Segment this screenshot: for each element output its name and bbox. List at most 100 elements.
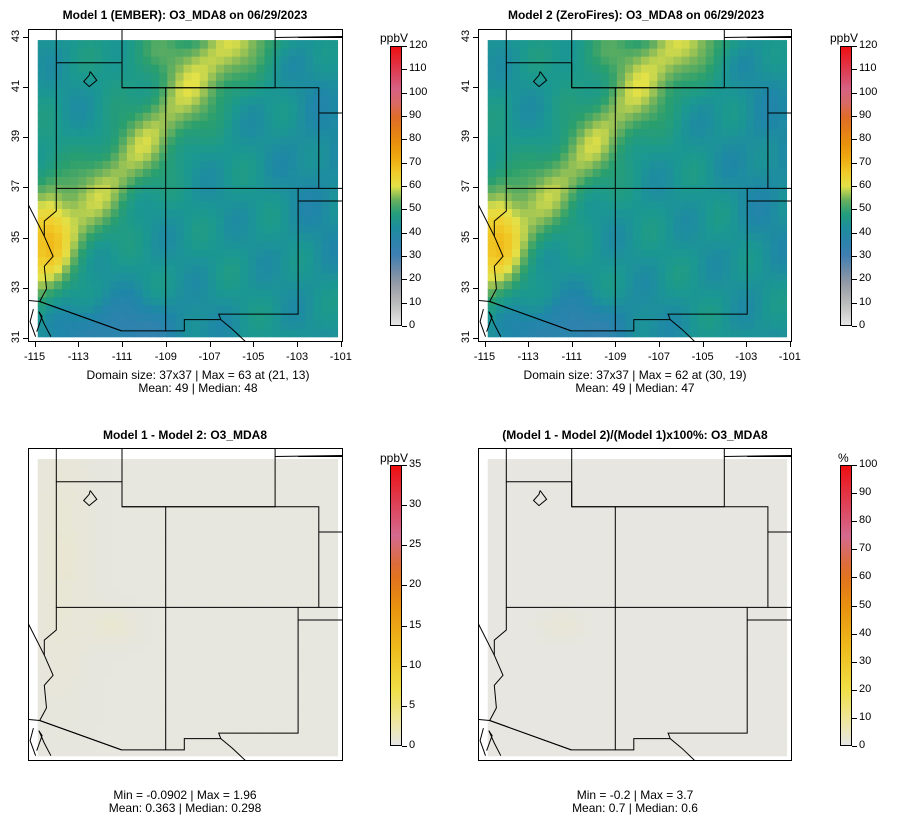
panel3-grid-cell	[288, 619, 298, 629]
panel4-grid-cell	[608, 499, 618, 508]
panel2-grid-cell	[762, 136, 771, 145]
panel1-grid-cell	[70, 328, 79, 338]
panel2-grid-cell	[536, 128, 545, 137]
panel3-grid-cell	[272, 635, 282, 645]
panel4-grid-cell	[576, 467, 586, 476]
panel2-grid-cell	[697, 56, 707, 65]
panel3-grid-cell	[94, 547, 104, 556]
panel1-grid-cell	[232, 272, 241, 282]
panel3-grid-cell	[37, 571, 47, 580]
panel3-grid-cell	[272, 659, 282, 669]
panel2-grid-cell	[754, 80, 763, 89]
panel2-grid-cell	[568, 320, 578, 330]
panel4-grid-cell	[633, 587, 642, 596]
panel3-grid-cell	[305, 547, 314, 556]
panel1-grid-cell	[224, 216, 233, 226]
panel1-grid-cell	[86, 88, 96, 97]
panel2-grid-cell	[746, 248, 755, 258]
panel1-grid-cell	[94, 232, 104, 242]
panel1-grid-cell	[272, 128, 282, 137]
panel2-grid-cell	[681, 264, 691, 274]
panel2-grid-cell	[584, 80, 594, 89]
panel2-grid-cell	[584, 136, 594, 145]
panel3-grid-cell	[159, 523, 168, 532]
panel2-grid-cell	[560, 104, 570, 113]
panel2-grid-cell	[520, 112, 529, 121]
panel1-grid-cell	[329, 256, 339, 266]
panel1-grid-cell	[329, 96, 339, 105]
panel4-grid-cell	[511, 483, 521, 492]
panel1-grid-cell	[86, 144, 96, 153]
panel3-grid-cell	[199, 459, 209, 468]
panel1-grid-cell	[199, 200, 209, 210]
panel4-grid-cell	[487, 635, 497, 645]
panel1-grid-cell	[70, 72, 79, 81]
panel3-grid-cell	[191, 483, 201, 492]
panel2-grid-cell	[673, 192, 683, 202]
panel2-grid-cell	[738, 104, 747, 113]
panel1-grid-cell	[280, 80, 290, 89]
panel2-grid-cell	[754, 216, 763, 226]
panel2-grid-cell	[713, 272, 723, 282]
panel3-grid-cell	[199, 619, 209, 629]
panel1-grid-cell	[110, 144, 120, 153]
panel2-grid-cell	[649, 112, 658, 121]
panel1-grid-cell	[224, 248, 233, 258]
panel2-grid-cell	[560, 96, 570, 105]
panel1-grid-cell	[70, 160, 79, 169]
panel4-grid-cell	[649, 475, 658, 484]
panel2-grid-cell	[511, 176, 521, 185]
panel1-grid-cell	[305, 200, 314, 210]
panel1-grid-cell	[110, 240, 120, 250]
panel3-grid-cell	[264, 467, 274, 476]
panel2-grid-cell	[746, 240, 755, 250]
panel4-grid-cell	[576, 707, 586, 717]
panel2-grid-cell	[673, 328, 683, 338]
panel2-grid-cell	[705, 96, 715, 105]
panel4-grid-cell	[495, 651, 505, 661]
panel3-grid-cell	[272, 715, 282, 725]
panel1-grid-cell	[313, 96, 322, 105]
panel1-grid-cell	[224, 64, 233, 73]
panel1-grid-cell	[264, 168, 274, 177]
panel1-grid-cell	[248, 224, 258, 234]
panel2-grid-cell	[624, 192, 634, 202]
panel4-grid-cell	[576, 587, 586, 596]
panel2-grid-cell	[762, 152, 771, 161]
panel4-grid-cell	[528, 523, 537, 532]
panel1-grid-cell	[94, 280, 104, 290]
panel2-grid-cell	[641, 72, 650, 81]
panel4-grid-cell	[503, 659, 513, 669]
panel1-grid-cell	[45, 328, 55, 338]
panel2-grid-cell	[584, 120, 594, 129]
panel1-grid-cell	[143, 56, 152, 65]
panel4-grid-cell	[495, 507, 505, 516]
panel2-grid-cell	[665, 272, 675, 282]
panel1-grid-cell	[224, 200, 233, 210]
panel3-grid-cell	[305, 587, 314, 596]
panel1-grid-cell	[224, 328, 233, 338]
panel2-grid-cell	[568, 96, 578, 105]
panel2-grid-cell	[657, 160, 666, 169]
panel1-grid-cell	[151, 144, 160, 153]
panel3-grid-cell	[280, 595, 290, 604]
panel3-grid-cell	[296, 499, 306, 508]
panel1-grid-cell	[207, 216, 217, 226]
panel3-grid-cell	[224, 675, 233, 685]
panel1-grid-cell	[296, 40, 306, 49]
panel2-grid-cell	[568, 120, 578, 129]
panel3-grid-cell	[94, 715, 104, 725]
panel4-grid-cell	[536, 587, 545, 596]
panel1-grid-cell	[280, 104, 290, 113]
panel2-grid-cell	[713, 72, 723, 81]
panel2-grid-cell	[560, 128, 570, 137]
panel3-grid-cell	[45, 675, 55, 685]
panel4-grid-cell	[528, 563, 537, 572]
panel3-grid-cell	[240, 547, 249, 556]
panel2-grid-cell	[721, 168, 731, 177]
panel2-grid-cell	[608, 280, 618, 290]
panel1-grid-cell	[305, 232, 314, 242]
panel2-grid-cell	[536, 192, 545, 202]
panel1-grid-cell	[240, 80, 249, 89]
panel1-grid-cell	[280, 144, 290, 153]
